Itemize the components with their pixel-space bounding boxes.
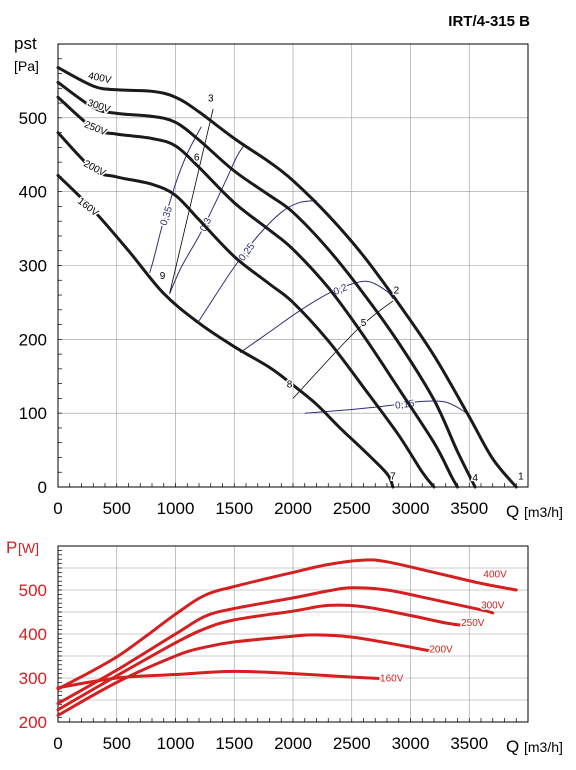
y-tick-label: 300 [19, 257, 47, 276]
operating-point-9: 9 [160, 271, 166, 282]
efficiency-line-0-2 [239, 280, 394, 354]
operating-point-3: 3 [208, 94, 214, 105]
power-plot-frame [57, 545, 529, 723]
operating-point-7: 7 [390, 472, 396, 483]
power-y-label: P [6, 538, 17, 557]
operating-point-4: 4 [472, 473, 478, 484]
efficiency-lines: 0,35 0,30,250,20,15 [149, 126, 470, 417]
pressure-x-unit: [m3/h] [524, 504, 563, 520]
x-tick-label: 3000 [392, 499, 430, 518]
power-chart: 400V 300V 250V 200V 160V 200 300 400 500 0 500 10… [6, 538, 563, 756]
x-tick-label: 500 [103, 734, 131, 753]
pressure-grid [57, 43, 529, 488]
pressure-plot-frame [57, 43, 529, 488]
series-line-160v [56, 173, 395, 489]
series-line-400v [56, 558, 518, 691]
system-curve [169, 108, 214, 294]
series-line-250v [56, 95, 459, 489]
y-tick-label: 400 [19, 183, 47, 202]
pressure-x-tick-labels: 0 500 1000 1500 2000 2500 3000 3500 [53, 499, 488, 518]
efficiency-line-0-25 [198, 200, 317, 322]
operating-point-8: 8 [287, 379, 293, 390]
y-tick-label: 400 [19, 625, 47, 644]
y-tick-label: 0 [38, 478, 47, 497]
x-tick-label: 500 [103, 499, 131, 518]
power-y-tick-labels: 200 300 400 500 [19, 581, 47, 732]
operating-point-2: 2 [394, 286, 400, 297]
y-tick-label: 100 [19, 404, 47, 423]
x-tick-label: 2500 [333, 734, 371, 753]
x-tick-label: 0 [53, 499, 62, 518]
pressure-y-label: pst [14, 34, 37, 53]
x-tick-label: 2000 [274, 734, 312, 753]
curve-label-160v: 160V [380, 674, 404, 685]
system-lines [169, 108, 394, 399]
y-tick-label: 200 [19, 330, 47, 349]
x-tick-label: 3000 [392, 734, 430, 753]
x-tick-label: 3500 [450, 734, 488, 753]
efficiency-label: 0,3 [198, 216, 214, 234]
series-line-250v [56, 603, 471, 712]
chart-title: IRT/4-315 B [448, 13, 530, 30]
power-x-label: Q [506, 737, 519, 756]
operating-point-labels: 1 2 3 4 5 6 7 8 9 [158, 92, 525, 486]
x-tick-label: 1500 [215, 499, 253, 518]
series-line-200v [56, 633, 436, 717]
operating-point-1: 1 [518, 472, 524, 483]
x-tick-label: 1000 [157, 734, 195, 753]
power-series [56, 558, 518, 717]
pressure-x-label: Q [506, 502, 519, 521]
series-line-400v [56, 66, 518, 489]
efficiency-line-0-35 [149, 126, 202, 274]
curve-label-300v: 300V [86, 98, 112, 116]
power-x-unit: [m3/h] [524, 739, 563, 755]
x-tick-label: 1000 [157, 499, 195, 518]
power-y-unit: [W] [18, 540, 39, 556]
efficiency-line-0-3 [169, 145, 245, 294]
x-tick-label: 3500 [450, 499, 488, 518]
curve-label-200v: 200V [82, 158, 108, 179]
power-curve-labels: 400V 300V 250V 200V 160V [379, 568, 509, 686]
operating-point-5: 5 [361, 318, 367, 329]
pressure-y-tick-labels: 0 100 200 300 400 500 [19, 109, 47, 497]
series-line-160v [56, 669, 389, 690]
curve-label-400v: 400V [483, 570, 507, 581]
x-tick-label: 2000 [274, 499, 312, 518]
power-x-tick-labels: 0 500 1000 1500 2000 2500 3000 3500 [53, 734, 488, 753]
pressure-series [56, 66, 518, 489]
y-tick-label: 300 [19, 669, 47, 688]
series-line-300v [56, 80, 477, 489]
curve-label-300v: 300V [481, 600, 505, 611]
curve-label-200v: 200V [429, 644, 453, 655]
x-tick-label: 2500 [333, 499, 371, 518]
curve-label-250v: 250V [461, 618, 485, 629]
system-curve [292, 300, 394, 399]
pressure-y-unit: [Pa] [14, 58, 39, 74]
y-tick-label: 500 [19, 109, 47, 128]
efficiency-line-0-15 [304, 400, 470, 417]
series-line-300v [56, 586, 495, 705]
x-tick-label: 1500 [215, 734, 253, 753]
series-line-200v [56, 131, 436, 489]
y-tick-label: 500 [19, 581, 47, 600]
operating-point-6: 6 [194, 153, 200, 164]
y-tick-label: 200 [19, 713, 47, 732]
pressure-chart: 0,35 0,30,250,20,15 400V300V250V200V160V … [14, 34, 563, 521]
efficiency-label: 0,35 [159, 205, 176, 227]
x-tick-label: 0 [53, 734, 62, 753]
curve-label-250v: 250V [82, 119, 108, 138]
